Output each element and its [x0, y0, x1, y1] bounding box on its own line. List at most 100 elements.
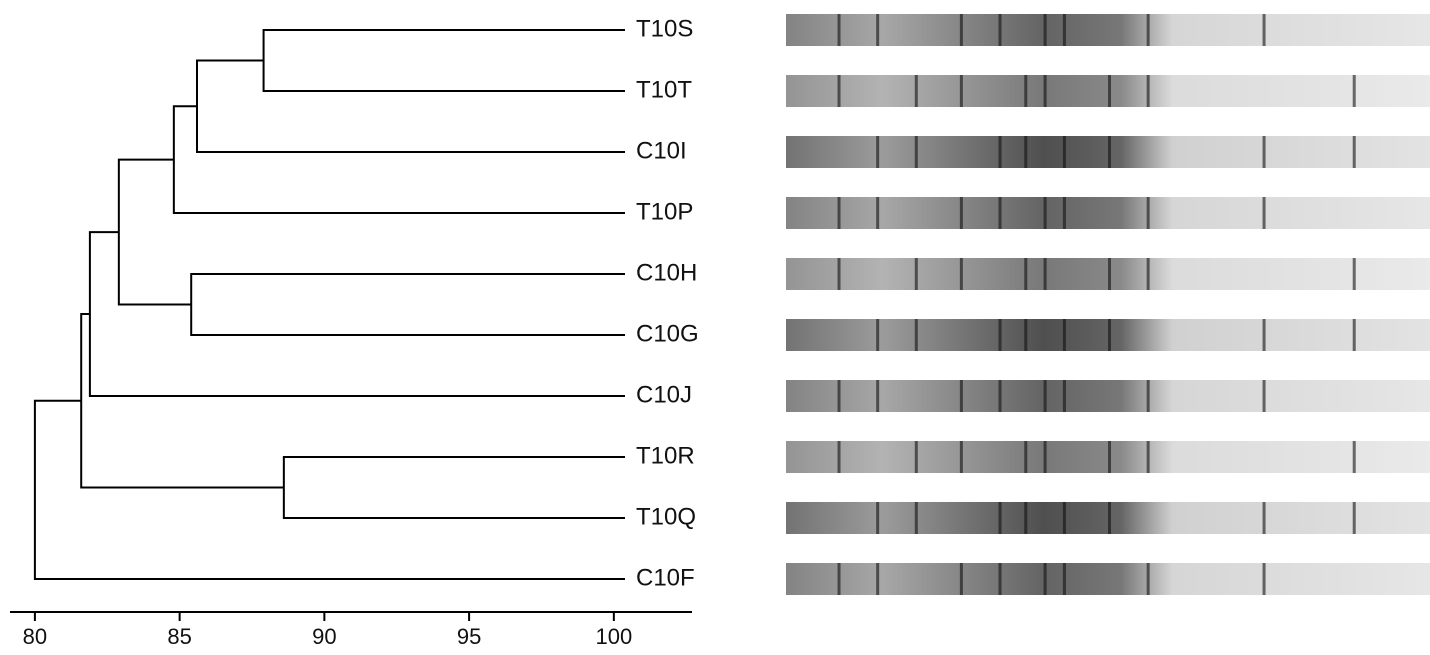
lane-band	[876, 14, 880, 46]
gel-lane	[786, 563, 1430, 595]
gel-lane	[786, 441, 1430, 473]
lane-band	[1262, 136, 1266, 168]
lane-band	[876, 380, 880, 412]
merge-link	[33, 399, 625, 580]
lane-band	[914, 319, 918, 351]
x-tick-label: 100	[595, 624, 632, 649]
lane-band	[1108, 258, 1111, 290]
lane-band	[1062, 136, 1066, 168]
lane-band	[876, 319, 880, 351]
merge-link	[172, 105, 625, 214]
dendrogram: T10S T10T C10I T10P C10H C10G C10J T10R T10Q C10F	[33, 15, 699, 591]
merge-link	[88, 231, 625, 397]
lane-band	[1043, 380, 1047, 412]
lane-band	[1062, 319, 1066, 351]
leaf-label: T10S	[636, 15, 693, 42]
lane-band	[837, 563, 841, 595]
lane-band	[1262, 563, 1266, 595]
lane-band	[876, 197, 880, 229]
leaf-label: T10R	[636, 442, 695, 469]
merge-link	[80, 313, 284, 489]
lane-band	[998, 319, 1002, 351]
lane-band	[1024, 136, 1028, 168]
lane-band	[1146, 258, 1150, 290]
lane-band	[1146, 380, 1150, 412]
lane-band	[1062, 14, 1066, 46]
lane-band	[914, 258, 918, 290]
merge-link	[117, 158, 192, 306]
gel-lane	[786, 14, 1430, 46]
lane-band	[1146, 197, 1150, 229]
lane-band	[914, 441, 918, 473]
lane-band	[959, 14, 963, 46]
gel-lane	[786, 75, 1430, 107]
lane-strip	[786, 14, 1430, 46]
gel-lane	[786, 380, 1430, 412]
lane-band	[1352, 441, 1356, 473]
lane-band	[876, 563, 880, 595]
lane-band	[1146, 75, 1150, 107]
lane-band	[998, 380, 1002, 412]
lane-band	[1108, 441, 1111, 473]
lane-band	[1043, 441, 1047, 473]
lane-band	[1108, 319, 1111, 351]
lane-band	[914, 136, 918, 168]
merge-link	[282, 456, 625, 519]
lane-band	[1024, 502, 1028, 534]
lane-band	[1024, 441, 1028, 473]
lane-band	[1262, 14, 1266, 46]
lane-band	[1043, 75, 1047, 107]
leaf-label: C10J	[636, 381, 692, 408]
x-tick-label: 95	[457, 624, 481, 649]
lane-band	[837, 197, 841, 229]
lane-band	[959, 441, 963, 473]
lane-band	[837, 75, 841, 107]
x-axis: 80 85 90 95 100	[10, 611, 692, 649]
lane-strip	[786, 197, 1430, 229]
leaf-label: C10G	[636, 320, 699, 347]
lane-band	[1108, 502, 1111, 534]
x-tick-label: 80	[23, 624, 47, 649]
lane-strip	[786, 380, 1430, 412]
lane-band	[998, 197, 1002, 229]
x-tick-label: 85	[167, 624, 191, 649]
lane-band	[1024, 319, 1028, 351]
gel-lane	[786, 136, 1430, 168]
lane-band	[1108, 136, 1111, 168]
lane-band	[1352, 136, 1356, 168]
merge-link	[196, 59, 625, 153]
lane-band	[837, 380, 841, 412]
lane-band	[837, 14, 841, 46]
lane-band	[1062, 563, 1066, 595]
lane-band	[876, 502, 880, 534]
lane-band	[1352, 319, 1356, 351]
lane-band	[1024, 75, 1028, 107]
gel-lanes	[786, 14, 1430, 595]
lane-band	[959, 258, 963, 290]
merge-link	[190, 273, 625, 336]
lane-band	[1062, 197, 1066, 229]
lane-band	[998, 563, 1002, 595]
gel-lane	[786, 319, 1430, 351]
lane-band	[1352, 502, 1356, 534]
lane-band	[998, 136, 1002, 168]
lane-band	[998, 14, 1002, 46]
gel-lane	[786, 502, 1430, 534]
lane-band	[1062, 380, 1066, 412]
lane-band	[914, 502, 918, 534]
lane-band	[1062, 502, 1066, 534]
leaf-label: T10Q	[636, 503, 696, 530]
lane-band	[1043, 258, 1047, 290]
lane-band	[1262, 380, 1266, 412]
gel-lane	[786, 197, 1430, 229]
lane-band	[1108, 75, 1111, 107]
lane-band	[998, 502, 1002, 534]
lane-band	[959, 380, 963, 412]
merge-link	[262, 29, 625, 92]
lane-band	[959, 75, 963, 107]
lane-band	[1043, 14, 1047, 46]
lane-band	[1352, 258, 1356, 290]
lane-band	[837, 441, 841, 473]
lane-band	[1024, 258, 1028, 290]
